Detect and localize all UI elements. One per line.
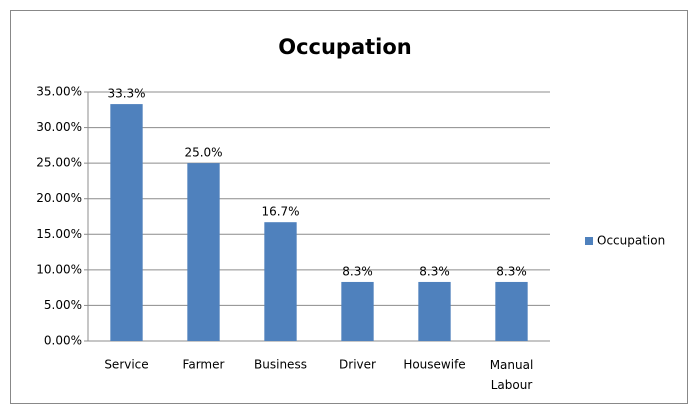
x-tick-label: Driver <box>339 358 376 372</box>
data-label: 16.7% <box>261 205 299 219</box>
legend-label: Occupation <box>597 234 665 248</box>
data-label: 8.3% <box>419 264 450 278</box>
data-label: 25.0% <box>184 146 222 160</box>
x-tick-label: Service <box>104 358 148 372</box>
y-tick-label: 35.00% <box>36 85 82 99</box>
bar <box>341 281 374 341</box>
chart-title: Occupation <box>278 35 412 59</box>
data-label: 8.3% <box>496 264 527 278</box>
y-tick-label: 0.00% <box>44 334 82 348</box>
x-tick-label: Manual Labour <box>490 358 534 392</box>
bar <box>495 281 528 341</box>
bar <box>418 281 451 341</box>
x-tick-label: Business <box>254 358 307 372</box>
y-tick-label: 30.00% <box>36 120 82 134</box>
bar <box>110 104 143 341</box>
bar <box>264 222 297 341</box>
x-tick-label: Housewife <box>403 358 465 372</box>
y-tick-label: 10.00% <box>36 262 82 276</box>
x-tick-label: Farmer <box>183 358 225 372</box>
legend-swatch <box>585 237 593 245</box>
y-tick-label: 15.00% <box>36 227 82 241</box>
bar <box>187 163 220 341</box>
y-tick-label: 5.00% <box>44 298 82 312</box>
data-label: 33.3% <box>107 87 145 101</box>
y-tick-label: 25.00% <box>36 156 82 170</box>
data-label: 8.3% <box>342 264 373 278</box>
y-tick-label: 20.00% <box>36 191 82 205</box>
